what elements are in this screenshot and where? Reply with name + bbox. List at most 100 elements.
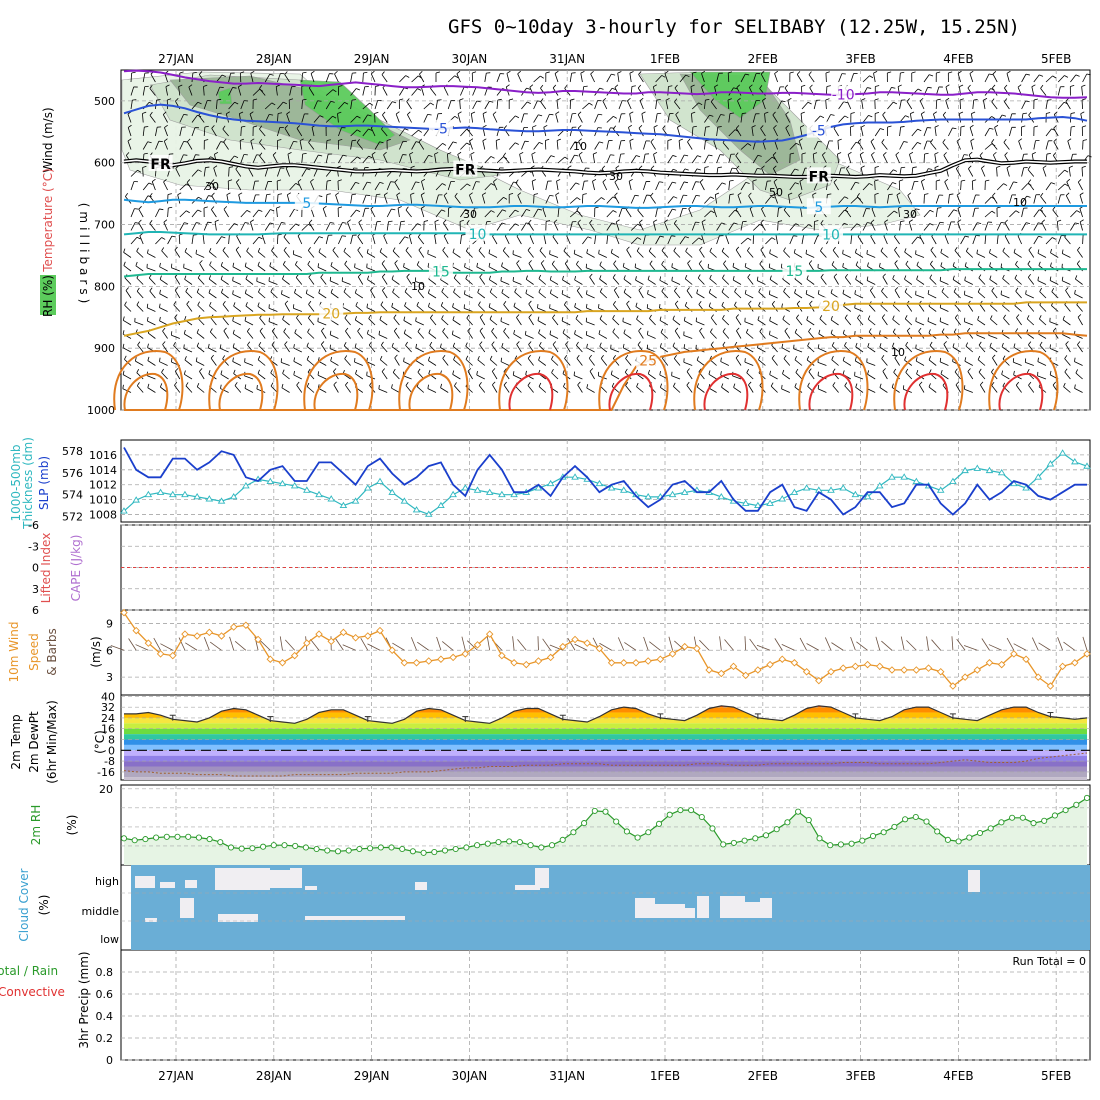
wind-barb-flag [785, 111, 789, 115]
wind-barb-flag [514, 142, 519, 145]
wind-barb-flag [613, 260, 617, 265]
wind-barb [602, 100, 608, 110]
wind10-barb [831, 642, 844, 651]
wind-barb [1002, 278, 1010, 285]
wind-barb-flag [564, 355, 568, 359]
wind-barb-flag [209, 328, 213, 333]
wind-barb [794, 386, 803, 393]
wind-barb [500, 361, 510, 366]
wind-barb-flag [869, 287, 874, 291]
wind-barb-flag [860, 124, 865, 128]
rh2m-marker [966, 834, 973, 841]
wind-barb-flag [599, 288, 603, 293]
wind-barb-flag [599, 275, 602, 280]
wind-barb-flag [466, 183, 471, 187]
wind-barb [991, 142, 998, 150]
wind-barb-flag [992, 354, 996, 359]
wind-barb [957, 208, 961, 218]
wind-barb-flag [939, 276, 942, 281]
wind-barb-flag [308, 219, 313, 224]
wind-barb-flag [196, 382, 200, 387]
wind-barb [871, 208, 876, 218]
wind-barb-flag [333, 368, 337, 372]
wind-barb-flag [149, 192, 153, 197]
wind10-barb [342, 644, 356, 651]
wind-barb-flag [528, 260, 532, 264]
wind-barb [960, 235, 966, 245]
wind-barb [271, 344, 278, 353]
wind-barb [837, 140, 839, 150]
wind-barb-flag [760, 71, 765, 75]
wind-barb [1049, 321, 1059, 326]
wind-barb [958, 113, 961, 123]
wind-barb [399, 221, 402, 231]
wind-barb [659, 320, 669, 326]
wind-barb-flag [488, 303, 491, 308]
wind-barb-flag [752, 179, 757, 182]
wind-barb [710, 317, 717, 326]
wind-barb-flag [1082, 139, 1088, 141]
wind-barb [127, 140, 132, 150]
isotherm-label: FR [150, 157, 171, 173]
wind-barb-flag [842, 249, 844, 254]
wind-barb [870, 236, 876, 245]
wind-barb [186, 304, 193, 312]
wind-barb-flag [854, 356, 857, 362]
wind-barb-flag [884, 219, 889, 223]
wind-barb [623, 347, 632, 353]
wind-barb-flag [188, 84, 193, 88]
wind-barb-flag [293, 344, 295, 349]
wind-barb [553, 222, 559, 231]
wind-barb [556, 140, 559, 150]
wind-barb [783, 209, 791, 218]
wind-barb [991, 385, 998, 393]
thickness-marker [242, 482, 250, 489]
wind-barb-flag [744, 262, 747, 268]
wind-barb [203, 167, 206, 177]
wind-barb-flag [122, 330, 125, 335]
wind10-marker [827, 667, 835, 676]
precip-tick-label: 0.8 [96, 966, 114, 979]
wind-barb [130, 208, 135, 218]
wind-barb [615, 221, 620, 231]
wind-barb-flag [277, 193, 283, 195]
wind-barb-flag [785, 124, 789, 129]
wind10-barb [624, 642, 637, 651]
wind-barb [540, 101, 547, 110]
wind-barb-flag [970, 138, 975, 142]
wind-barb [443, 87, 449, 96]
wind-barb-flag [687, 260, 691, 264]
wind10-marker [534, 657, 543, 665]
wind-barb [368, 344, 376, 353]
wind-barb-flag [269, 262, 272, 267]
wind-barb [722, 142, 730, 150]
wind-barb-flag [505, 84, 510, 88]
wind-barb-flag [696, 289, 699, 294]
wind-barb [838, 101, 845, 110]
wind-barb [1077, 249, 1083, 258]
wind-barb-flag [808, 328, 812, 332]
wind-barb-flag [875, 85, 880, 87]
wind-barb-flag [721, 301, 724, 306]
wind-barb [551, 263, 559, 272]
wind-barb [345, 384, 351, 393]
wind-barb-flag [489, 355, 493, 360]
wind-barb [672, 346, 681, 353]
rh2m-marker [302, 844, 309, 851]
wind-barb-flag [209, 301, 212, 306]
wind-barb [818, 388, 827, 393]
wind-barb-flag [715, 192, 720, 195]
thickness-marker [973, 464, 982, 471]
wind-barb [562, 332, 571, 339]
wind-barb [306, 386, 315, 393]
wind-barb [992, 357, 998, 366]
wind-barb [185, 291, 193, 299]
wind-barb [1015, 385, 1022, 393]
wind-barb [575, 318, 583, 326]
wind-barb-flag [307, 328, 310, 333]
wind-barb [1038, 333, 1047, 339]
wind-barb-flag [631, 85, 636, 87]
wind-barb [592, 154, 595, 164]
